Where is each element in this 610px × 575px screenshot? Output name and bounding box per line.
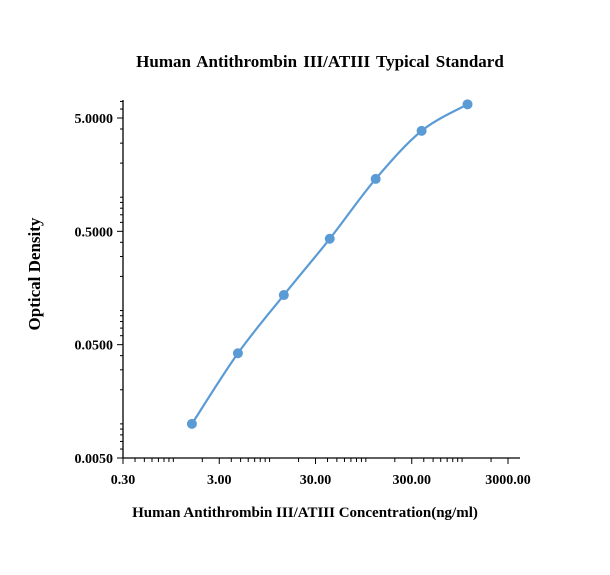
y-axis-title: Optical Density (25, 217, 44, 331)
x-tick-label: 30.00 (300, 473, 332, 488)
data-point (416, 125, 427, 136)
y-tick-label: 0.0500 (75, 339, 114, 354)
y-tick-label: 0.5000 (75, 225, 114, 240)
x-tick-label: 0.30 (111, 473, 136, 488)
data-point (186, 418, 197, 429)
data-point (278, 290, 289, 301)
x-axis-title: Human Antithrombin III/ATIII Concentrati… (132, 505, 478, 521)
data-point (462, 99, 473, 110)
x-tick-label: 3.00 (207, 473, 232, 488)
data-point (324, 233, 335, 244)
x-tick-label: 3000.00 (485, 473, 531, 488)
x-tick-label: 300.00 (393, 473, 432, 488)
y-tick-label: 5.0000 (75, 112, 114, 127)
data-point (370, 173, 381, 184)
chart-title: Human Antithrombin III/ATIII Typical Sta… (136, 52, 504, 71)
data-point (232, 348, 243, 359)
series-line (190, 103, 469, 425)
y-tick-label: 0.0050 (75, 452, 114, 467)
